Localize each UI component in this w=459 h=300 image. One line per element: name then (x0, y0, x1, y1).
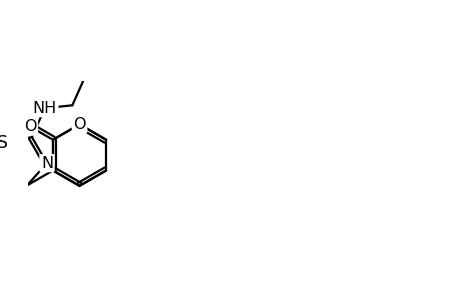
Text: S: S (0, 134, 8, 152)
Text: O: O (24, 119, 36, 134)
Text: NH: NH (33, 101, 57, 116)
Text: N: N (41, 156, 53, 171)
Text: O: O (73, 117, 85, 132)
